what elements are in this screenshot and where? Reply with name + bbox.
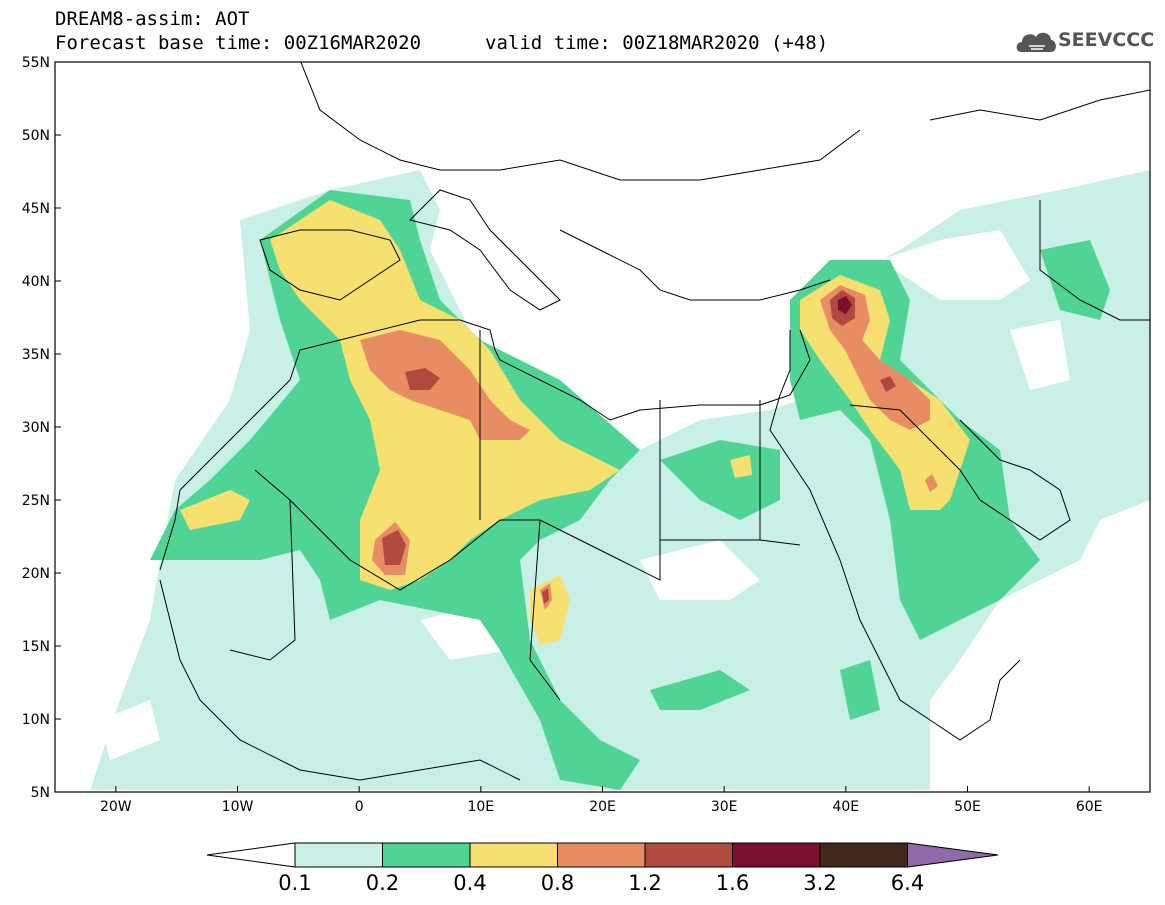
lat-label: 20N (22, 566, 50, 582)
valid-time-label: valid time: 00Z18MAR2020 (+48) (485, 32, 829, 54)
legend-swatch (469, 842, 558, 868)
legend-level-label: 1.6 (716, 871, 749, 895)
lat-label: 35N (22, 347, 50, 363)
lon-label: 20W (100, 799, 132, 815)
legend-arrow-low (206, 842, 296, 868)
legend-swatch (382, 842, 471, 868)
legend-level-label: 3.2 (803, 871, 836, 895)
lon-label: 10E (467, 799, 494, 815)
legend-swatch (732, 842, 821, 868)
lon-label: 20E (589, 799, 616, 815)
lat-label: 50N (22, 128, 50, 144)
latitude-labels: 55N 50N 45N 40N 35N 30N 25N 20N 15N 10N 5N (22, 55, 61, 801)
legend-level-label: 0.8 (541, 871, 574, 895)
lat-label: 45N (22, 201, 50, 217)
longitude-labels: 20W 10W 0 10E 20E 30E 40E 50E 60E (100, 786, 1103, 815)
legend-swatch (819, 842, 908, 868)
logo-text: SEEVCCC (1058, 29, 1155, 51)
legend-arrow-high (907, 842, 999, 868)
legend-swatch (644, 842, 733, 868)
legend-level-label: 0.2 (366, 871, 399, 895)
legend-swatch (557, 842, 646, 868)
lon-label: 60E (1076, 799, 1103, 815)
lon-label: 40E (832, 799, 859, 815)
aot-fields (90, 170, 1150, 790)
legend-level-label: 6.4 (891, 871, 924, 895)
legend-level-label: 0.4 (453, 871, 486, 895)
lat-label: 15N (22, 639, 50, 655)
lon-label: 10W (222, 799, 254, 815)
lat-label: 40N (22, 274, 50, 290)
lat-label: 5N (31, 785, 50, 801)
chart-title: DREAM8-assim: AOT (55, 8, 250, 30)
coastlines (159, 62, 1150, 781)
lon-label: 0 (355, 799, 364, 815)
legend-level-label: 1.2 (628, 871, 661, 895)
legend-swatch (294, 842, 383, 868)
lon-label: 50E (954, 799, 981, 815)
lon-label: 30E (711, 799, 738, 815)
base-time-label: Forecast base time: 00Z16MAR2020 (55, 32, 422, 54)
lat-label: 30N (22, 420, 50, 436)
cloud-icon (1016, 32, 1056, 52)
lat-label: 25N (22, 493, 50, 509)
legend-level-label: 0.1 (278, 871, 311, 895)
lat-label: 55N (22, 55, 50, 71)
color-legend: 0.1 0.2 0.4 0.8 1.2 1.6 3.2 6.4 (206, 842, 999, 895)
lat-label: 10N (22, 712, 50, 728)
